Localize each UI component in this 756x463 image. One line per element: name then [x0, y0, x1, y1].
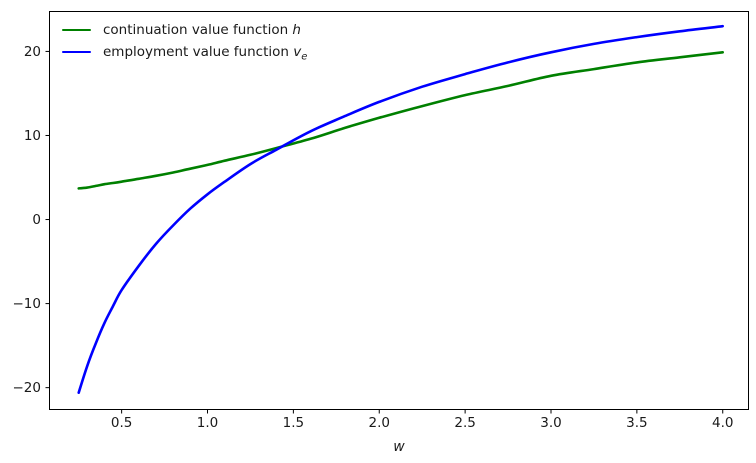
x-tick-label: 1.0: [197, 415, 218, 431]
series-line-employment-value: [77, 24, 724, 394]
legend-item-continuation-value: continuation value function h: [62, 22, 307, 38]
x-tick-label: 3.0: [540, 415, 561, 431]
x-axis-label: w: [393, 439, 405, 455]
y-tick-label: −10: [13, 296, 42, 312]
legend-label: employment value function ve: [103, 44, 308, 63]
legend-item-employment-value: employment value function ve: [62, 44, 308, 63]
x-tick-label: 2.5: [454, 415, 475, 431]
x-tick-label: 3.5: [626, 415, 647, 431]
y-tick-label: 0: [32, 212, 41, 228]
tick-labels-layer: 0.5 1.0 1.5 2.0 2.5 3.0 3.5 4.0 −20 −10 0 10 20: [13, 44, 734, 431]
y-tick-label: 10: [24, 128, 41, 144]
legend-label-text: continuation value function: [103, 22, 293, 38]
legend-label-text: employment value function: [103, 44, 294, 60]
y-tick-label: −20: [13, 380, 42, 396]
x-tick-label: 0.5: [111, 415, 132, 431]
y-tick-label: 20: [24, 44, 41, 60]
legend-label-math: v: [293, 44, 302, 60]
legend-label: continuation value function h: [103, 22, 301, 38]
axes-frame: [49, 11, 749, 410]
ticks-layer: [45, 50, 724, 414]
x-tick-label: 1.5: [283, 415, 304, 431]
curves-layer: [77, 24, 724, 394]
legend-label-math: h: [292, 22, 301, 38]
x-tick-label: 4.0: [712, 415, 733, 431]
x-tick-label: 2.0: [369, 415, 390, 431]
series-line-continuation-value: [77, 51, 724, 190]
legend-line-swatch-blue: [62, 50, 91, 54]
legend-line-swatch-green: [62, 28, 91, 32]
legend-label-sub: e: [301, 51, 308, 63]
legend: continuation value function h employment…: [62, 22, 308, 63]
